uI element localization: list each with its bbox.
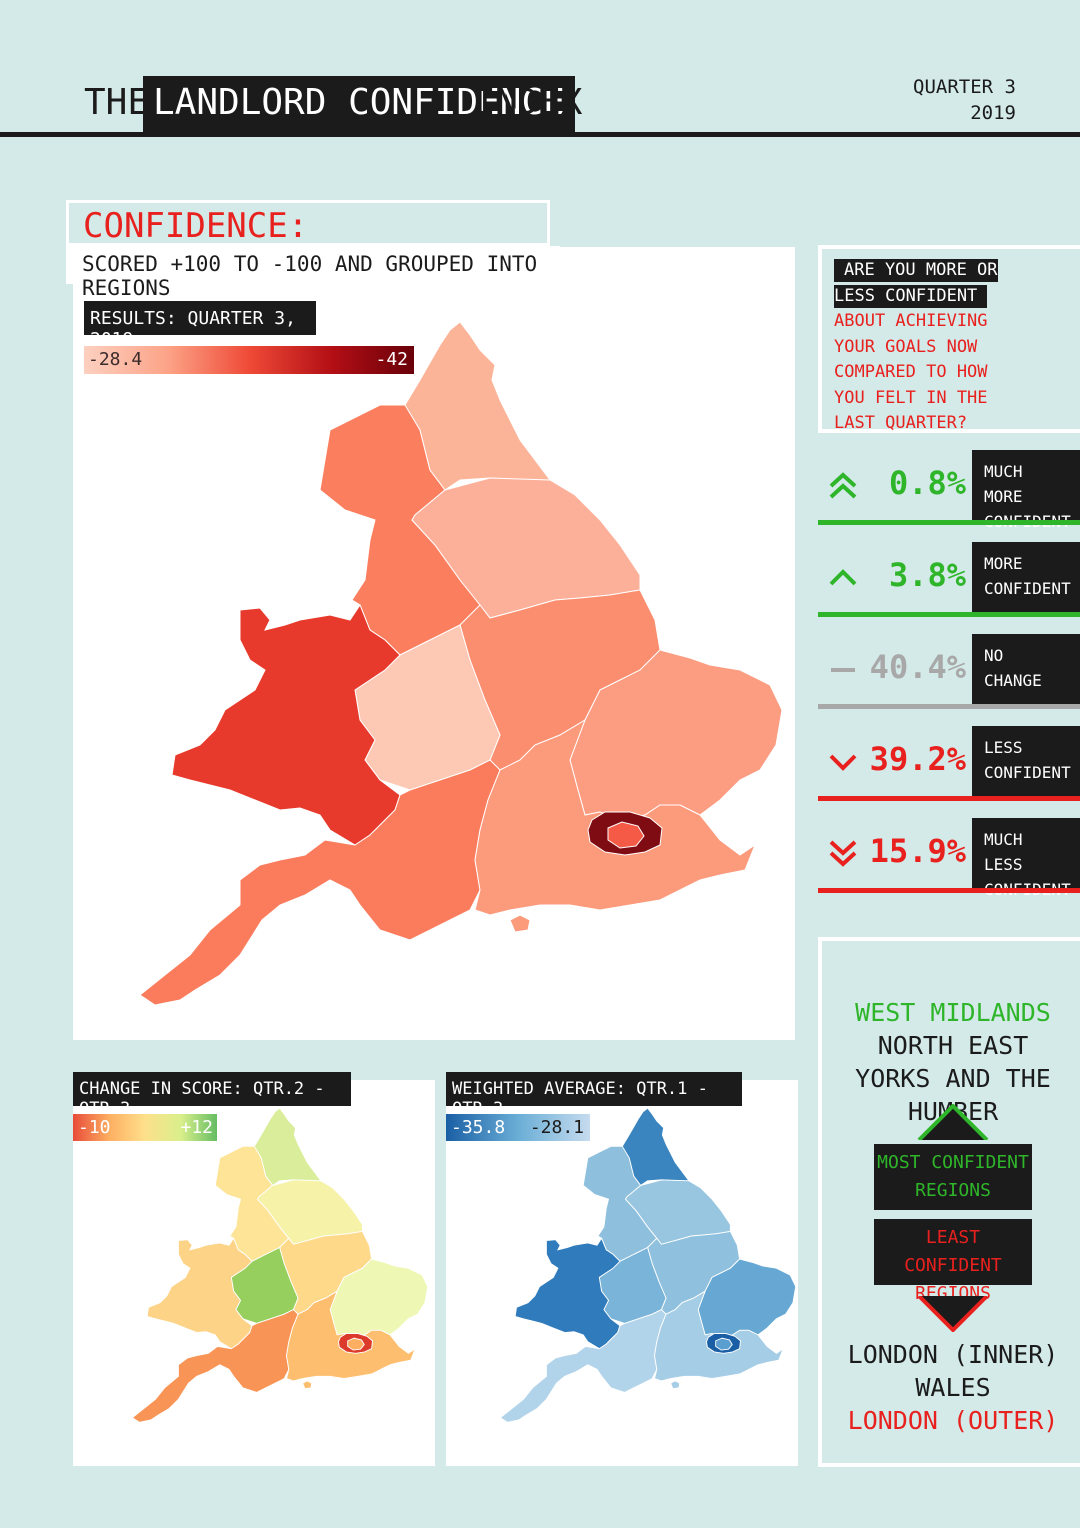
main-map <box>139 321 783 1006</box>
weighted-map <box>499 1107 797 1423</box>
region-london-inner <box>347 1337 365 1351</box>
quarter-label: QUARTER 3 2019 <box>900 74 1016 126</box>
stat-bar <box>818 704 1080 709</box>
least-confident-tag: LEAST CONFIDENT REGIONS <box>874 1219 1032 1304</box>
weighted-map-label: WEIGHTED AVERAGE: QTR.1 - QTR.3 <box>446 1072 742 1119</box>
legend-high-value: -28.1 <box>529 1117 584 1138</box>
main-map-panel <box>73 247 795 1040</box>
double-chevron-down-icon <box>829 840 857 867</box>
stat-row-much-less: 15.9% MUCH LESS CONFIDENT <box>818 818 1080 899</box>
year-line: 2019 <box>970 102 1016 124</box>
least-confident-3: LONDON (OUTER) <box>847 1406 1059 1435</box>
change-map-legend: -10 +12 <box>73 1114 217 1141</box>
change-map <box>131 1107 429 1423</box>
most-confident-tag: MOST CONFIDENT REGIONS <box>874 1144 1032 1210</box>
least-confident-2: WALES <box>915 1373 991 1402</box>
chevron-up-icon <box>829 569 857 586</box>
stat-label: LESS CONFIDENT <box>972 726 1080 796</box>
confidence-heading-box: CONFIDENCE: <box>66 200 550 246</box>
stat-label: MUCH LESS CONFIDENT <box>972 818 1080 899</box>
rankings-box <box>818 937 1080 1467</box>
legend-high-value: +12 <box>180 1117 213 1138</box>
stat-bar <box>818 520 1080 525</box>
stat-bar <box>818 888 1080 893</box>
legend-low-value: -35.8 <box>451 1117 506 1138</box>
stat-row-more: 3.8% MORE CONFIDENT <box>818 542 1080 617</box>
change-map-regions <box>131 1107 429 1423</box>
stat-label: MORE CONFIDENT <box>972 542 1080 612</box>
change-map-panel <box>73 1080 435 1466</box>
stat-percent: 0.8% <box>888 464 966 502</box>
results-label: RESULTS: QUARTER 3, 2019 <box>84 301 316 350</box>
stat-row-no-change: 40.4% NO CHANGE <box>818 634 1080 709</box>
region-south-east <box>285 1290 417 1382</box>
question-text: ARE YOU MORE OR LESS CONFIDENT ABOUT ACH… <box>834 258 1014 437</box>
title-prefix: THE <box>84 82 150 123</box>
stat-percent: 3.8% <box>888 556 966 594</box>
region-london-inner <box>715 1337 733 1351</box>
stat-percent: 15.9% <box>869 832 966 870</box>
stat-label: NO CHANGE <box>972 634 1080 704</box>
title-highlight: LANDLORD CONFIDENCE <box>143 76 575 134</box>
question-highlight: ARE YOU MORE OR LESS CONFIDENT <box>834 259 998 308</box>
confidence-heading: CONFIDENCE: <box>83 206 309 246</box>
legend-low-value: -10 <box>78 1117 111 1138</box>
dash-icon <box>831 668 855 672</box>
double-chevron-up-icon <box>829 472 857 499</box>
region-isle-of-wight <box>670 1380 681 1390</box>
title-suffix: INDEX <box>474 82 583 123</box>
stat-label: MUCH MORE CONFIDENT <box>972 450 1080 531</box>
weighted-map-regions <box>499 1107 797 1423</box>
stat-bar <box>818 612 1080 617</box>
main-map-legend: -28.4 -42 <box>84 346 414 374</box>
quarter-line: QUARTER 3 <box>913 76 1016 98</box>
region-north-east <box>253 1107 322 1187</box>
legend-low-value: -28.4 <box>88 349 143 370</box>
header-divider <box>0 132 1080 137</box>
triangle-up-icon <box>917 1104 989 1140</box>
confidence-subheading: SCORED +100 TO -100 AND GROUPED INTO REG… <box>66 246 560 300</box>
region-north-east <box>404 321 551 491</box>
stat-row-less: 39.2% LESS CONFIDENT <box>818 726 1080 801</box>
stat-bar <box>818 796 1080 801</box>
change-map-label: CHANGE IN SCORE: QTR.2 - QTR.3 <box>73 1072 351 1119</box>
least-confident-1: LONDON (INNER) <box>847 1340 1059 1369</box>
region-south-east <box>474 718 757 916</box>
region-isle-of-wight <box>509 914 531 933</box>
question-rest: ABOUT ACHIEVING YOUR GOALS NOW COMPARED … <box>834 311 988 433</box>
stat-percent: 40.4% <box>869 648 966 686</box>
region-south-east <box>653 1290 785 1382</box>
question-box <box>818 245 1080 433</box>
region-london-inner <box>607 821 645 849</box>
triangle-down-icon <box>917 1296 989 1332</box>
weighted-map-legend: -35.8 -28.1 <box>446 1114 590 1141</box>
most-confident-1: WEST MIDLANDS <box>855 998 1051 1027</box>
legend-high-value: -42 <box>375 349 408 370</box>
stat-row-much-more: 0.8% MUCH MORE CONFIDENT <box>818 450 1080 531</box>
weighted-map-panel <box>446 1080 798 1466</box>
stat-percent: 39.2% <box>869 740 966 778</box>
region-isle-of-wight <box>302 1380 313 1390</box>
region-north-east <box>621 1107 690 1187</box>
most-confident-2: NORTH EAST <box>877 1031 1029 1060</box>
chevron-down-icon <box>829 754 857 771</box>
